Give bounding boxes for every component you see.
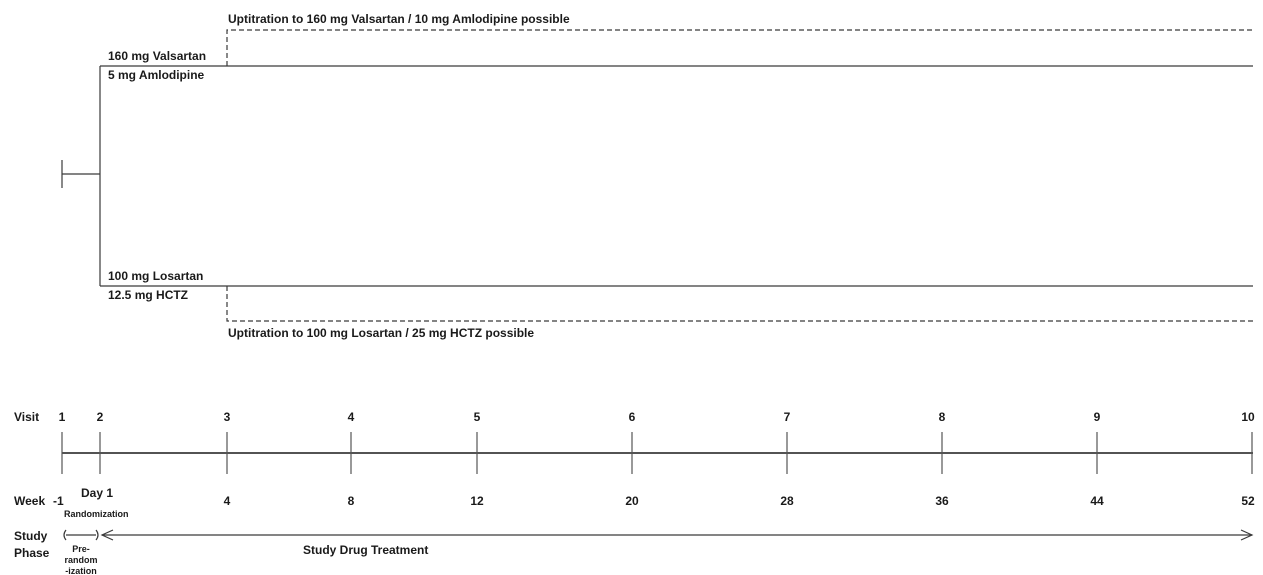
week-value-2: Day 1 [81,486,113,500]
week-value-7: 28 [780,494,794,508]
week-value-9: 44 [1090,494,1104,508]
valsartan-uptitration-label: Uptitration to 160 mg Valsartan / 10 mg … [228,12,570,26]
losartan-uptitration-label: Uptitration to 100 mg Losartan / 25 mg H… [228,326,534,340]
pre-randomization-bracket-left [63,529,67,541]
week-value-10: 52 [1241,494,1255,508]
study-drug-treatment-label: Study Drug Treatment [303,543,428,557]
visit-number-9: 9 [1094,410,1101,424]
pre-randomization-bracket-right [95,529,99,541]
week-value-3: 4 [224,494,231,508]
visit-number-3: 3 [224,410,231,424]
visit-row-label: Visit [14,410,39,424]
treatment-arrow-left-head [100,529,114,541]
pre-randomization-label-1: Pre- [72,544,90,554]
treatment-arrow-right-head [1240,529,1254,541]
losartan-dose-label: 100 mg Losartan [108,269,203,283]
visit-number-7: 7 [784,410,791,424]
visit-number-6: 6 [629,410,636,424]
visit-number-1: 1 [59,410,66,424]
visit-number-2: 2 [97,410,104,424]
study-phase-label-line1: Study [14,529,48,543]
week-value-8: 36 [935,494,949,508]
visit-number-4: 4 [348,410,355,424]
study-phase-label-line2: Phase [14,546,50,560]
amlodipine-dose-label: 5 mg Amlodipine [108,68,205,82]
pre-randomization-label-3: -ization [65,566,97,575]
week-value-1: -1 [53,494,64,508]
visit-number-5: 5 [474,410,481,424]
visit-labels: 1 2 3 4 5 6 7 8 9 10 [59,410,1255,424]
visit-number-10: 10 [1241,410,1255,424]
valsartan-dose-label: 160 mg Valsartan [108,49,206,63]
valsartan-uptitration-dashed-line [226,29,1253,66]
week-value-4: 8 [348,494,355,508]
pre-randomization-label-2: random [64,555,97,565]
randomization-label: Randomization [64,509,129,519]
week-value-6: 20 [625,494,639,508]
losartan-uptitration-dashed-line [226,286,1253,322]
timeline-ticks [61,432,1253,474]
visit-number-8: 8 [939,410,946,424]
week-row-label: Week [14,494,45,508]
week-value-5: 12 [470,494,484,508]
week-labels: -1 Day 1 4 8 12 20 28 36 44 52 [53,486,1255,508]
hctz-dose-label: 12.5 mg HCTZ [108,288,188,302]
